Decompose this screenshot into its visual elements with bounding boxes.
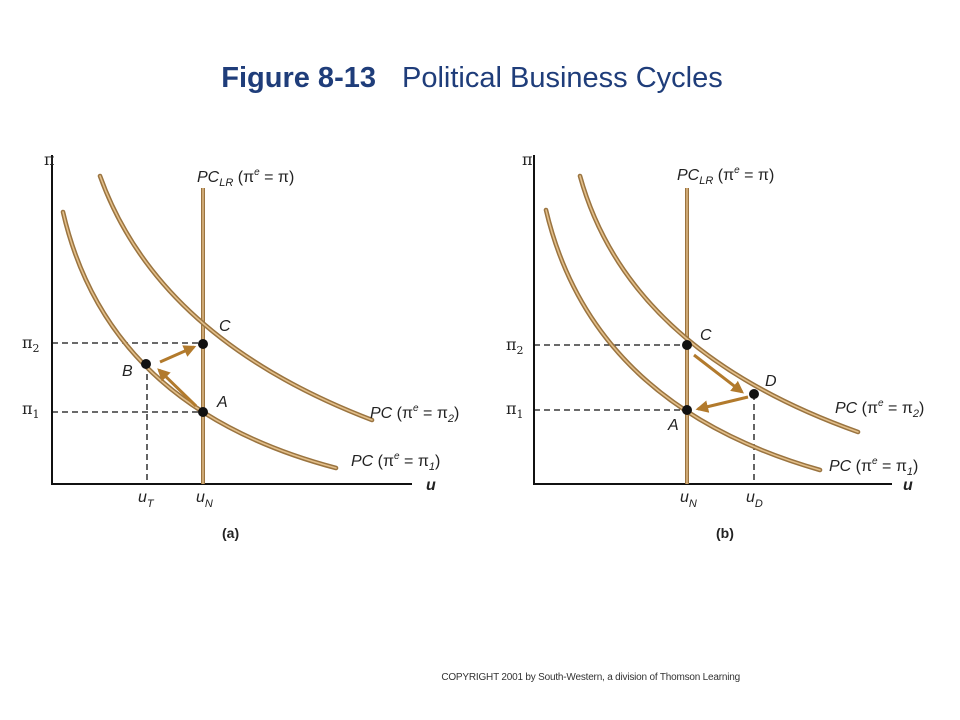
panel-b-tick-ud: uD bbox=[746, 489, 763, 510]
panel-b-arrow-d-to-a bbox=[695, 395, 749, 413]
panel-a: π u C B A π2 π1 uT uN PCLR (πe = π) bbox=[22, 150, 459, 541]
panel-a-label-a: A bbox=[216, 394, 228, 411]
panel-a-point-b bbox=[141, 359, 151, 369]
panel-a-arrow-a-to-b bbox=[157, 368, 198, 408]
panel-a-axes bbox=[51, 155, 412, 485]
panel-b-point-d bbox=[749, 389, 759, 399]
panel-a-point-c bbox=[198, 339, 208, 349]
panel-a-label-c: C bbox=[219, 318, 231, 335]
panel-b-pc-curve-pi2 bbox=[577, 173, 861, 435]
panel-a-label-b: B bbox=[122, 363, 133, 380]
panel-b-tick-pi2: π2 bbox=[506, 335, 524, 357]
figure-number: Figure 8-13 bbox=[221, 62, 376, 94]
panel-a-x-axis-label: u bbox=[426, 477, 436, 494]
panel-b-label-d: D bbox=[765, 373, 777, 390]
panel-b-pc2-label: PC (πe = π2) bbox=[835, 398, 924, 420]
panel-a-y-axis-label: π bbox=[44, 150, 55, 169]
panel-a-pc-curve-pi1 bbox=[60, 209, 339, 471]
panel-a-pc-curve-pi2 bbox=[97, 173, 375, 423]
panel-b-label: (b) bbox=[716, 525, 734, 541]
panel-b-tick-pi1: π1 bbox=[506, 399, 524, 421]
panel-b-x-axis-label: u bbox=[903, 477, 913, 494]
panel-b-pc1-label: PC (πe = π1) bbox=[829, 456, 918, 478]
panel-b-axes bbox=[533, 155, 892, 485]
panel-a-long-run-label: PCLR (πe = π) bbox=[197, 167, 294, 189]
panel-b-long-run-label: PCLR (πe = π) bbox=[677, 165, 774, 187]
panel-b-label-a: A bbox=[667, 417, 679, 434]
panel-b-point-a bbox=[682, 405, 692, 415]
panel-a-tick-un: uN bbox=[196, 489, 213, 510]
panel-b-y-axis-label: π bbox=[522, 150, 533, 169]
panel-a-pc2-label: PC (πe = π2) bbox=[370, 403, 459, 425]
panel-b-label-c: C bbox=[700, 327, 712, 344]
panel-a-point-a bbox=[198, 407, 208, 417]
panel-a-arrow-b-to-c bbox=[159, 345, 197, 364]
panel-a-label: (a) bbox=[222, 525, 239, 541]
panel-b-tick-un: uN bbox=[680, 489, 697, 510]
panel-b-arrow-c-to-d bbox=[693, 353, 744, 394]
panel-a-pc1-label: PC (πe = π1) bbox=[351, 451, 440, 473]
figure-title: Figure 8-13 Political Business Cycles bbox=[0, 62, 944, 95]
panel-a-tick-ut: uT bbox=[138, 489, 155, 510]
figure-caption: Political Business Cycles bbox=[401, 62, 723, 94]
panel-b-point-c bbox=[682, 340, 692, 350]
panel-a-tick-pi2: π2 bbox=[22, 333, 40, 355]
copyright-notice: COPYRIGHT 2001 by South-Western, a divis… bbox=[441, 672, 740, 683]
panel-b-pc-curve-pi1 bbox=[543, 207, 823, 473]
panel-b: π u C D A π2 π1 uN uD PCLR (πe = π) bbox=[506, 150, 924, 541]
panel-a-tick-pi1: π1 bbox=[22, 399, 40, 421]
